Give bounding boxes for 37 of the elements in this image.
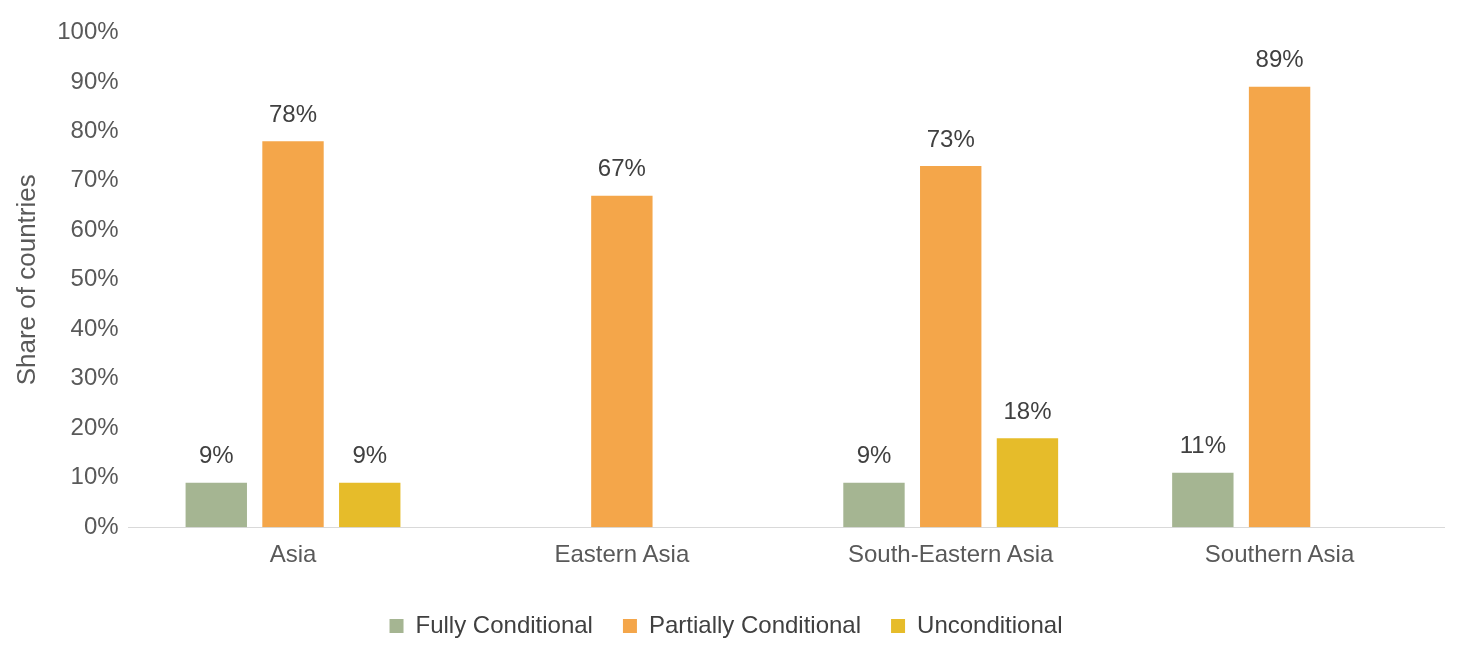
- bar: [591, 195, 653, 528]
- data-label: 78%: [268, 99, 318, 127]
- data-label: 9%: [198, 441, 234, 469]
- legend-label: Fully Conditional: [415, 610, 593, 638]
- y-tick-label: 90%: [70, 66, 119, 94]
- y-tick-label: 60%: [70, 214, 119, 242]
- data-label: 9%: [856, 441, 892, 469]
- x-tick-label: Asia: [269, 540, 318, 568]
- y-tick-label: 70%: [70, 165, 119, 193]
- data-label: 89%: [1255, 45, 1304, 73]
- bar: [185, 482, 247, 528]
- y-axis-title: Share of countries: [10, 174, 41, 386]
- legend-label: Partially Conditional: [648, 610, 862, 638]
- data-label: 73%: [926, 124, 975, 152]
- y-tick-label: 40%: [70, 313, 119, 341]
- x-tick-label: Eastern Asia: [554, 540, 690, 568]
- bar: [996, 438, 1059, 528]
- y-tick-label: 100%: [57, 17, 119, 45]
- bar: [1172, 472, 1234, 528]
- data-label: 11%: [1179, 431, 1226, 459]
- legend-label: Unconditional: [917, 610, 1063, 638]
- x-tick-label: South-Eastern Asia: [847, 540, 1055, 568]
- data-label: 9%: [352, 441, 388, 469]
- y-tick-label: 80%: [70, 115, 119, 143]
- x-tick-label: Southern Asia: [1204, 540, 1355, 568]
- bar: [843, 482, 905, 528]
- bar: [1248, 86, 1311, 528]
- y-tick-label: 0%: [83, 511, 119, 539]
- bar: [339, 482, 401, 528]
- y-tick-label: 10%: [70, 462, 119, 490]
- data-label: 18%: [1003, 396, 1052, 424]
- bar: [262, 141, 324, 528]
- data-label: 67%: [597, 154, 646, 182]
- y-tick-label: 30%: [70, 363, 119, 391]
- y-tick-label: 20%: [70, 412, 119, 440]
- y-tick-label: 50%: [70, 264, 119, 292]
- bar: [920, 166, 982, 528]
